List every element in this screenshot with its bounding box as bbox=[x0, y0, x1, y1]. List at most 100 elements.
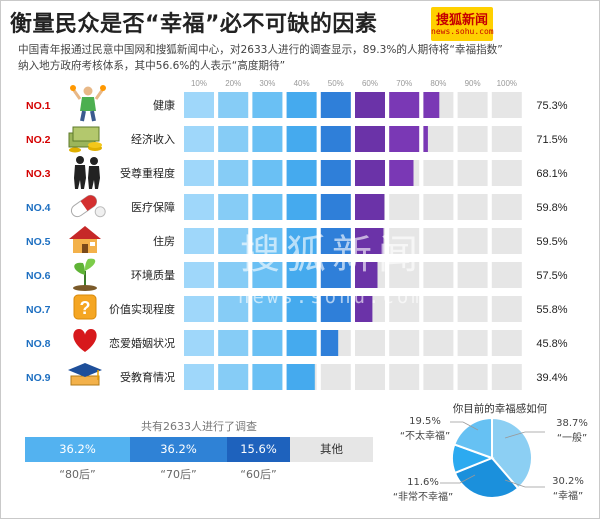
bar-segment bbox=[286, 330, 317, 356]
cell-background bbox=[491, 364, 522, 390]
cell-background bbox=[491, 330, 522, 356]
age-label-70s: “70后” bbox=[160, 468, 197, 481]
x-tick-label: 30% bbox=[259, 79, 275, 88]
bar-segment bbox=[320, 262, 351, 288]
x-tick-label: 50% bbox=[328, 79, 344, 88]
subtitle-line-2: 纳入地方政府考核体系，其中56.6%的人表示“高度期待” bbox=[18, 60, 286, 72]
value-label: 45.8% bbox=[536, 338, 567, 350]
rank-label: NO.1 bbox=[26, 100, 51, 112]
cell-background bbox=[423, 126, 454, 152]
bar-segment bbox=[218, 296, 249, 322]
bar-segment bbox=[355, 262, 378, 288]
bar-segment bbox=[218, 364, 249, 390]
cell-background bbox=[457, 364, 488, 390]
bar-segment bbox=[184, 262, 214, 288]
value-label: 57.5% bbox=[536, 270, 567, 282]
watermark-cn: 搜狐新闻 bbox=[240, 232, 424, 278]
x-tick-label: 70% bbox=[396, 79, 412, 88]
value-label: 55.8% bbox=[536, 304, 567, 316]
cell-background bbox=[491, 194, 522, 220]
cell-background bbox=[389, 364, 420, 390]
health-figure-icon bbox=[70, 85, 106, 122]
bar-segment bbox=[252, 364, 283, 390]
bar-segment bbox=[286, 194, 317, 220]
pill-icon bbox=[70, 194, 106, 218]
rank-label: NO.2 bbox=[26, 134, 51, 146]
cell-background bbox=[389, 262, 420, 288]
bar-segment bbox=[320, 330, 339, 356]
pie-value-not-happy: 19.5% bbox=[409, 416, 441, 427]
rank-label: NO.9 bbox=[26, 372, 51, 384]
pie-value-general: 38.7% bbox=[556, 418, 588, 429]
pie-label-not-happy: 19.5% “不太幸福” bbox=[392, 416, 458, 442]
category-label: 受尊重程度 bbox=[120, 166, 175, 180]
bar-segment bbox=[355, 194, 385, 220]
sohu-news-logo: 搜狐新闻 news.sohu.com bbox=[431, 7, 494, 41]
bar-segment bbox=[355, 296, 373, 322]
pie-cat-general: “一般” bbox=[556, 433, 588, 444]
cell-background bbox=[491, 92, 522, 118]
cell-background bbox=[491, 296, 522, 322]
pie-label-very-unhappy: 11.6% “非常不幸福” bbox=[388, 477, 458, 503]
bar-segment bbox=[184, 296, 214, 322]
bar-segment bbox=[184, 228, 214, 254]
bar-segment bbox=[252, 194, 283, 220]
bar-segment bbox=[355, 92, 385, 118]
pie-cat-not-happy: “不太幸福” bbox=[399, 431, 451, 442]
row-icons: ? bbox=[68, 85, 106, 386]
category-label: 医疗保障 bbox=[131, 200, 175, 214]
bar-segment bbox=[423, 92, 440, 118]
bar-segment bbox=[389, 92, 420, 118]
cell-background bbox=[457, 330, 488, 356]
cell-background bbox=[457, 126, 488, 152]
age-label-60s: “60后” bbox=[240, 468, 277, 481]
cell-background bbox=[491, 126, 522, 152]
bar-segment bbox=[184, 364, 214, 390]
x-tick-label: 60% bbox=[362, 79, 378, 88]
question-icon: ? bbox=[73, 294, 97, 320]
bar-segment bbox=[286, 296, 317, 322]
bar-segment bbox=[286, 92, 317, 118]
age-bar-70s: 36.2% bbox=[130, 437, 227, 462]
bar-segment bbox=[286, 364, 315, 390]
people-silhouette-icon bbox=[74, 156, 100, 189]
bar-segment bbox=[423, 126, 428, 152]
bar-segment bbox=[184, 126, 214, 152]
cell-background bbox=[457, 194, 488, 220]
bar-segment bbox=[252, 160, 283, 186]
cell-background bbox=[457, 262, 488, 288]
house-icon bbox=[69, 226, 101, 253]
bar-segment bbox=[320, 160, 351, 186]
cell-background bbox=[491, 262, 522, 288]
pie-value-very-unhappy: 11.6% bbox=[407, 477, 439, 488]
heart-icon bbox=[73, 329, 97, 352]
bar-segment bbox=[320, 296, 351, 322]
cell-background bbox=[423, 330, 454, 356]
bar-segment bbox=[286, 126, 317, 152]
cell-background bbox=[423, 160, 454, 186]
cell-background bbox=[423, 364, 454, 390]
cell-background bbox=[457, 228, 488, 254]
bar-segment bbox=[286, 160, 317, 186]
logo-text: 搜狐新闻 bbox=[435, 13, 488, 28]
x-tick-label: 100% bbox=[497, 79, 517, 88]
subtitle-line-1: 中国青年报通过民意中国网和搜狐新闻中心，对2633人进行的调查显示，89.3%的… bbox=[18, 44, 503, 56]
cell-background bbox=[457, 160, 488, 186]
bar-segment bbox=[218, 160, 249, 186]
cell-background bbox=[389, 194, 420, 220]
bar-segment bbox=[320, 228, 351, 254]
rank-label: NO.6 bbox=[26, 270, 51, 282]
pie-value-happy: 30.2% bbox=[552, 476, 584, 487]
cell-background bbox=[355, 330, 385, 356]
pie-cat-very-unhappy: “非常不幸福” bbox=[392, 492, 454, 503]
pie-title: 你目前的幸福感如何 bbox=[452, 403, 548, 415]
x-tick-label: 40% bbox=[294, 79, 310, 88]
category-label: 环境质量 bbox=[131, 268, 175, 282]
category-label: 恋爱婚姻状况 bbox=[109, 336, 175, 350]
cell-background bbox=[423, 194, 454, 220]
bar-segment bbox=[389, 126, 420, 152]
x-tick-label: 20% bbox=[225, 79, 241, 88]
bar-segment bbox=[218, 92, 249, 118]
value-label: 71.5% bbox=[536, 134, 567, 146]
cell-background bbox=[389, 330, 420, 356]
